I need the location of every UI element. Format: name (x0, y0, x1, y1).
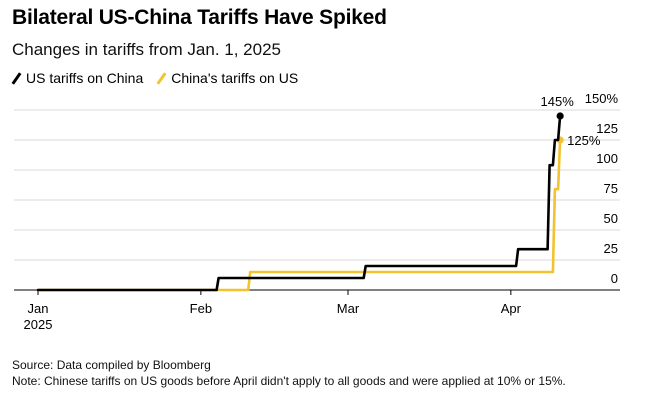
end-label-us: 145% (541, 94, 575, 109)
legend-label-china: China's tariffs on US (171, 70, 299, 86)
chart-footer: Source: Data compiled by Bloomberg Note:… (12, 357, 566, 389)
x-tick-label: Apr (501, 301, 522, 316)
y-tick-label: 75 (604, 181, 618, 196)
y-tick-label: 125 (596, 121, 618, 136)
series-line-us (36, 114, 562, 292)
legend-item-china: China's tariffs on US (156, 70, 299, 86)
y-tick-label: 50 (604, 211, 618, 226)
end-point-us (556, 112, 564, 120)
y-tick-label: 0 (611, 271, 618, 286)
source-note: Source: Data compiled by Bloomberg (12, 358, 211, 372)
x-tick-label: 2025 (24, 317, 53, 332)
series-line-china (36, 138, 562, 292)
x-tick-label: Feb (190, 301, 212, 316)
x-tick-label: Jan (28, 301, 49, 316)
end-label-china: 125% (567, 133, 601, 148)
chart-title: Bilateral US-China Tariffs Have Spiked (12, 6, 387, 29)
x-tick-label: Mar (337, 301, 360, 316)
y-tick-label: 25 (604, 241, 618, 256)
chart-subtitle: Changes in tariffs from Jan. 1, 2025 (12, 40, 282, 59)
footnote: Note: Chinese tariffs on US goods before… (12, 374, 566, 388)
legend-label-us: US tariffs on China (26, 70, 144, 86)
chart-legend: US tariffs on China China's tariffs on U… (11, 68, 312, 88)
y-tick-label: 100 (596, 151, 618, 166)
y-tick-label: 150% (585, 91, 619, 106)
legend-item-us: US tariffs on China (11, 70, 144, 86)
